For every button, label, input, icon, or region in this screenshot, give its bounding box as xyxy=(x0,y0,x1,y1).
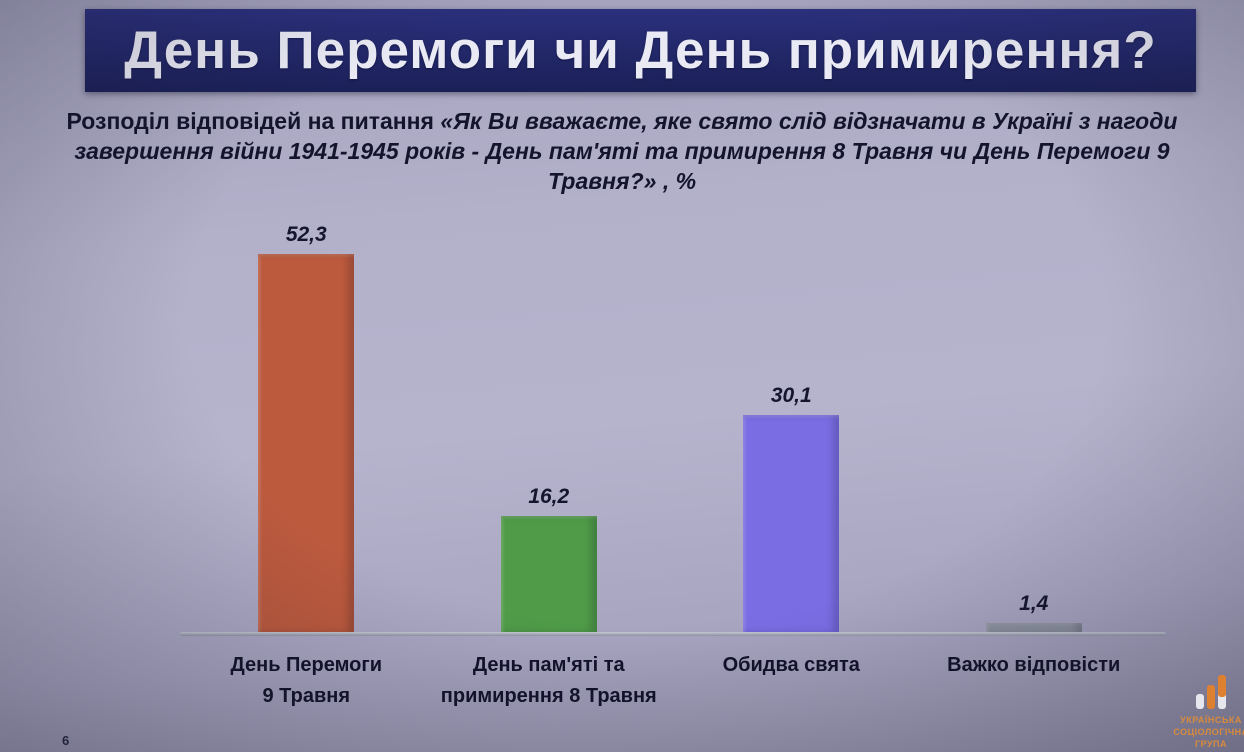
category-label: День Перемоги 9 Травня xyxy=(230,654,383,707)
slide-title: День Перемоги чи День примирення? xyxy=(124,21,1157,80)
bar xyxy=(985,623,1082,633)
x-axis-line xyxy=(180,632,1166,636)
bar-column: 30,1 xyxy=(670,198,913,633)
bar-column: 1,4 xyxy=(913,198,1156,633)
bar-column: 52,3 xyxy=(185,198,428,633)
category-label: День пам'яті та примирення 8 Травня xyxy=(440,654,657,707)
logo-text-line: ГРУПА xyxy=(1194,739,1228,749)
subtitle-question: «Як Ви вважаєте, яке свято слід відзнача… xyxy=(74,108,1178,194)
logo-bar-icon xyxy=(1218,675,1226,709)
subtitle-suffix: , % xyxy=(656,168,697,194)
category-label: Обидва свята xyxy=(722,654,860,676)
bar-value-label: 1,4 xyxy=(1019,592,1049,615)
bar-value-label: 52,3 xyxy=(285,223,327,246)
bar-column: 16,2 xyxy=(428,198,671,633)
logo-bar-icon xyxy=(1207,685,1215,709)
bar xyxy=(743,415,840,633)
logo-bars-icon xyxy=(1196,673,1226,709)
logo-text-line: СОЦІОЛОГІЧНА xyxy=(1173,727,1244,737)
bar xyxy=(258,254,355,633)
bar-chart: 52,3 16,2 30,1 1,4 xyxy=(185,198,1155,633)
bar xyxy=(500,516,597,633)
subtitle: Розподіл відповідей на питання «Як Ви вв… xyxy=(57,106,1187,196)
bar-value-label: 30,1 xyxy=(770,384,812,407)
logo-text: УКРАЇНСЬКА СОЦІОЛОГІЧНА ГРУПА xyxy=(1173,714,1244,750)
subtitle-prefix: Розподіл відповідей на питання xyxy=(66,108,441,134)
title-banner: День Перемоги чи День примирення? xyxy=(85,9,1196,92)
bar-value-label: 16,2 xyxy=(528,485,570,508)
logo-bar-icon xyxy=(1196,694,1204,709)
logo-text-line: УКРАЇНСЬКА xyxy=(1180,715,1242,725)
usg-logo: УКРАЇНСЬКА СОЦІОЛОГІЧНА ГРУПА xyxy=(1172,673,1244,750)
page-number: 6 xyxy=(62,733,70,748)
category-label: Важко відповісти xyxy=(947,654,1121,676)
category-labels: День Перемоги 9 Травня День пам'яті та прим… xyxy=(185,650,1155,712)
